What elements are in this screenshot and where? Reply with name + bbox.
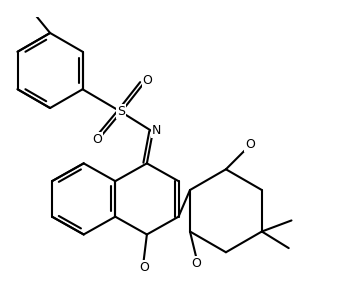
Text: O: O (191, 257, 201, 270)
Text: N: N (152, 125, 161, 138)
Text: O: O (92, 133, 102, 146)
Text: O: O (246, 138, 255, 151)
Text: S: S (117, 105, 125, 118)
Text: O: O (143, 74, 153, 87)
Text: O: O (139, 261, 149, 274)
